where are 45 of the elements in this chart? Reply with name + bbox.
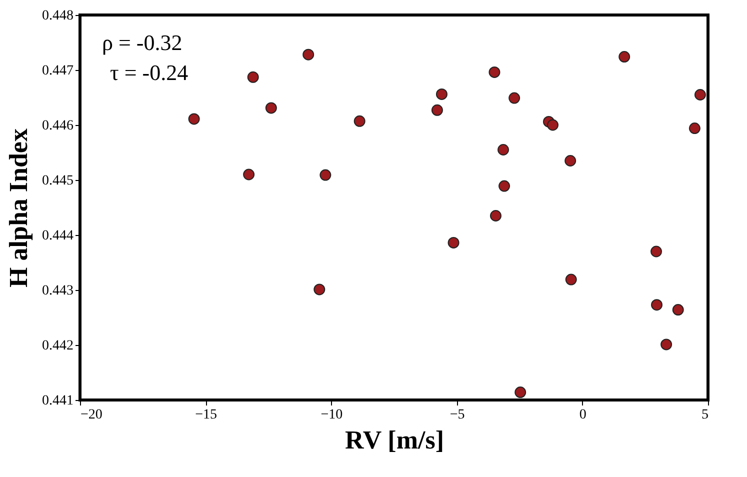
point bbox=[436, 88, 448, 100]
point bbox=[247, 71, 259, 83]
point bbox=[694, 89, 706, 100]
point bbox=[354, 115, 366, 127]
point bbox=[490, 210, 502, 222]
y-tick-label: 0.443 bbox=[42, 284, 74, 298]
point bbox=[565, 274, 577, 286]
point bbox=[650, 246, 662, 258]
point bbox=[498, 180, 510, 192]
y-tick-label: 0.447 bbox=[42, 64, 74, 78]
point bbox=[660, 338, 672, 350]
y-tick-label: 0.442 bbox=[42, 338, 74, 354]
y-tick-label: 0.445 bbox=[42, 174, 74, 188]
x-tick-label: −5 bbox=[450, 408, 465, 422]
x-tick-label: 0 bbox=[579, 408, 586, 422]
point bbox=[243, 168, 255, 180]
y-tick-label: 0.446 bbox=[42, 118, 74, 134]
x-tick-label: 5 bbox=[702, 408, 708, 422]
x-tick-label: −10 bbox=[320, 408, 343, 422]
point bbox=[448, 236, 460, 248]
point bbox=[498, 144, 510, 156]
point bbox=[508, 92, 520, 104]
point bbox=[188, 113, 200, 125]
point bbox=[672, 304, 684, 316]
point bbox=[431, 104, 443, 116]
annotation: τ = -0.24 bbox=[110, 60, 188, 85]
x-axis-title: RV [m/s] bbox=[345, 426, 444, 454]
y-tick-label: 0.448 bbox=[42, 8, 74, 24]
point bbox=[320, 169, 332, 181]
point bbox=[314, 284, 326, 296]
point bbox=[265, 102, 277, 114]
y-tick-label: 0.441 bbox=[42, 394, 74, 408]
point bbox=[302, 48, 314, 60]
x-tick-label: −15 bbox=[195, 408, 218, 422]
point bbox=[514, 386, 526, 398]
point bbox=[564, 155, 576, 166]
point bbox=[688, 122, 700, 134]
y-tick-label: 0.444 bbox=[42, 228, 74, 244]
point bbox=[547, 119, 558, 131]
point bbox=[488, 66, 500, 78]
x-tick-label: −20 bbox=[80, 408, 102, 422]
annotation: ρ = -0.32 bbox=[102, 30, 182, 55]
point bbox=[651, 299, 662, 311]
point bbox=[618, 51, 630, 63]
y-axis-title: H alpha Index bbox=[4, 128, 33, 288]
